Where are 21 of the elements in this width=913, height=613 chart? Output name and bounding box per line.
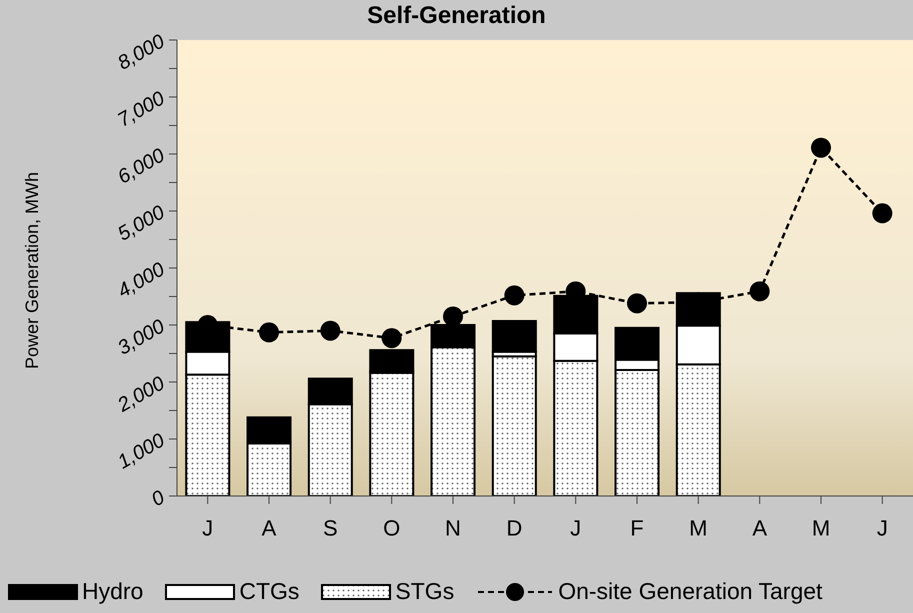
y-tick-label: 6,000 xyxy=(114,144,168,189)
legend-label: STGs xyxy=(395,578,454,605)
x-tick-label: M xyxy=(689,516,708,541)
x-tick-label: F xyxy=(630,516,644,541)
x-tick-label: O xyxy=(383,516,400,541)
x-tick-label: A xyxy=(752,516,768,541)
legend-label: On-site Generation Target xyxy=(558,578,822,605)
legend-label: Hydro xyxy=(82,578,144,605)
x-tick-label: J xyxy=(876,516,888,541)
chart-title: Self-Generation xyxy=(366,2,547,30)
x-tick-label: N xyxy=(445,516,461,541)
y-axis-title: Power Generation, MWh xyxy=(22,171,44,369)
x-tick-label: J xyxy=(202,516,214,541)
x-tick-label: M xyxy=(812,516,830,541)
x-tick-label: S xyxy=(322,516,338,541)
legend-label: CTGs xyxy=(239,578,300,605)
y-tick-label: 4,000 xyxy=(114,258,168,303)
x-tick-label: A xyxy=(262,516,277,541)
x-tick-label: D xyxy=(506,516,522,541)
x-tick-label: J xyxy=(570,516,582,541)
y-tick-label: 0 xyxy=(148,486,168,512)
